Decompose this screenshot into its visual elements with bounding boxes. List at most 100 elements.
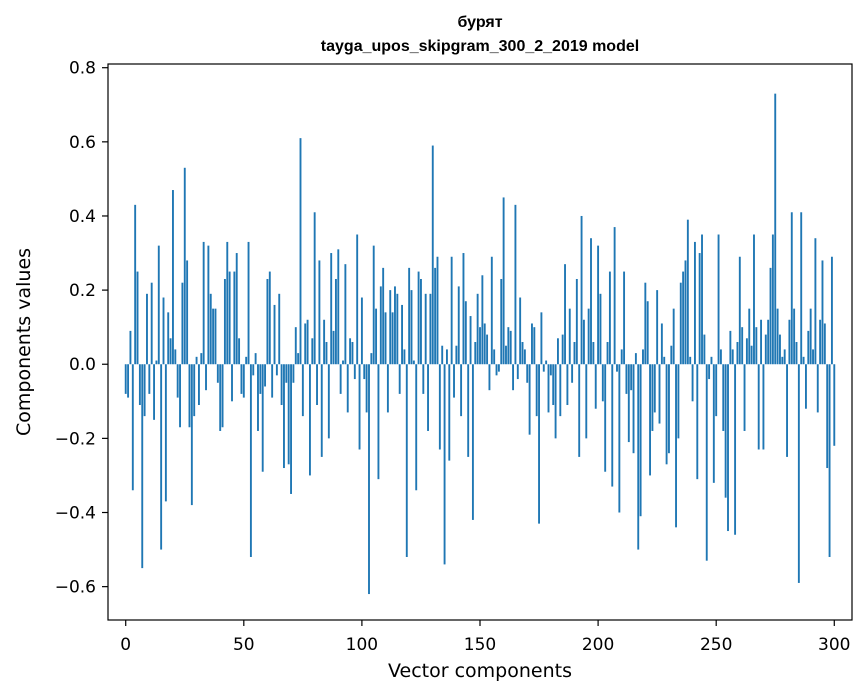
- bar: [424, 293, 427, 365]
- bar: [344, 264, 347, 365]
- bar: [261, 364, 264, 472]
- chart-title-line-2: tayga_upos_skipgram_300_2_2019 model: [321, 38, 639, 55]
- bar: [830, 256, 833, 365]
- bar: [623, 271, 626, 365]
- bar: [483, 323, 486, 365]
- bar: [134, 204, 137, 365]
- bar: [750, 345, 753, 365]
- bar: [620, 349, 623, 365]
- x-axis-label: Vector components: [388, 660, 572, 682]
- bar: [386, 364, 389, 413]
- bar: [488, 364, 491, 391]
- bar: [521, 342, 524, 365]
- bar: [601, 364, 604, 402]
- bar: [774, 93, 777, 365]
- bar: [757, 364, 760, 450]
- bar: [686, 219, 689, 365]
- bar: [398, 364, 401, 394]
- bar: [734, 364, 737, 535]
- bar: [738, 256, 741, 365]
- bar: [788, 319, 791, 365]
- bar: [351, 342, 354, 365]
- bar: [592, 342, 595, 365]
- bar: [365, 364, 368, 413]
- bar: [613, 227, 616, 365]
- bar: [580, 215, 583, 365]
- bar: [358, 364, 361, 450]
- bar: [292, 364, 295, 383]
- bar: [646, 301, 649, 365]
- bar: [394, 286, 396, 365]
- bar: [186, 260, 189, 365]
- bar: [231, 364, 233, 402]
- bar: [490, 256, 493, 365]
- bar: [606, 342, 609, 365]
- bar: [438, 364, 441, 450]
- bar: [214, 308, 217, 365]
- bar: [460, 364, 463, 417]
- bar: [445, 349, 448, 365]
- bar: [226, 241, 229, 365]
- y-tick-label: −0.4: [55, 504, 96, 524]
- bar: [408, 267, 411, 365]
- bar: [745, 338, 748, 365]
- bar: [301, 364, 304, 417]
- bar: [668, 364, 670, 454]
- bar: [391, 312, 394, 365]
- bar: [642, 349, 644, 365]
- bar: [816, 364, 819, 413]
- bar: [304, 323, 307, 365]
- bar: [143, 364, 146, 417]
- bar: [266, 278, 269, 365]
- bar: [205, 364, 207, 391]
- bar: [514, 204, 517, 365]
- bar: [538, 364, 540, 524]
- bar: [356, 234, 359, 365]
- bar: [377, 364, 380, 480]
- bar: [410, 290, 413, 365]
- bar: [176, 364, 179, 398]
- bar: [349, 338, 352, 365]
- bar: [675, 364, 677, 528]
- bar: [228, 271, 231, 365]
- bar: [353, 364, 356, 380]
- bar: [124, 364, 127, 394]
- bar: [327, 364, 330, 439]
- bar: [502, 197, 505, 365]
- bar: [691, 364, 694, 402]
- bar: [519, 297, 522, 365]
- bar: [337, 249, 340, 365]
- bar: [753, 234, 755, 365]
- bar: [280, 364, 283, 406]
- bar: [283, 364, 285, 469]
- bar: [547, 364, 550, 413]
- bar: [587, 308, 590, 365]
- y-tick-label: 0.2: [69, 281, 96, 301]
- x-tick-label: 0: [120, 635, 131, 655]
- bar: [826, 364, 829, 469]
- bar: [616, 364, 618, 372]
- x-tick-label: 50: [233, 635, 255, 655]
- bar: [417, 271, 420, 365]
- bar: [127, 364, 130, 398]
- bar: [167, 312, 170, 365]
- y-tick-label: 0.8: [69, 59, 96, 79]
- bar: [533, 327, 536, 365]
- bar: [200, 353, 203, 365]
- bar: [450, 256, 453, 365]
- bar: [722, 364, 725, 431]
- bar: [155, 360, 158, 365]
- bar: [500, 278, 503, 365]
- bar: [131, 364, 134, 491]
- bar: [793, 308, 796, 365]
- y-tick-label: −0.6: [55, 578, 96, 598]
- bar: [370, 353, 373, 365]
- bar: [153, 364, 155, 420]
- bar: [313, 212, 316, 365]
- bar: [462, 253, 465, 365]
- bar: [325, 342, 328, 365]
- bar: [486, 334, 489, 365]
- bar: [471, 364, 474, 520]
- y-tick-label: 0.0: [69, 355, 96, 375]
